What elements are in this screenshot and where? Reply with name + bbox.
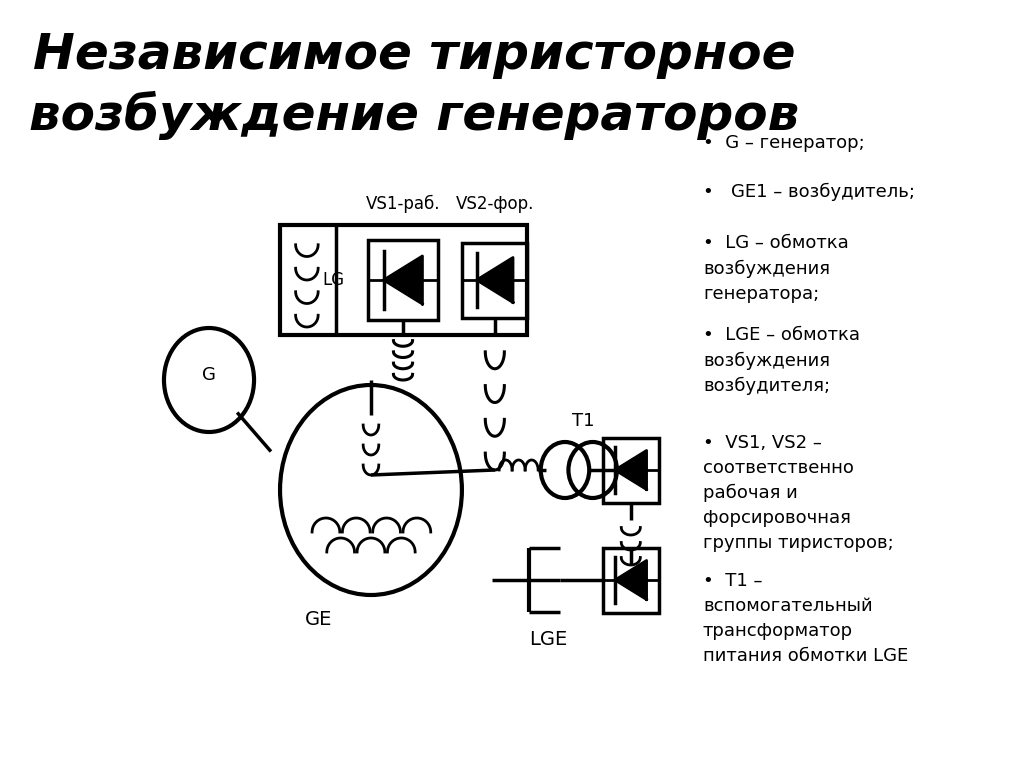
Text: G: G xyxy=(202,366,216,384)
Polygon shape xyxy=(384,256,423,304)
Text: •  LGE – обмотка
возбуждения
возбудителя;: • LGE – обмотка возбуждения возбудителя; xyxy=(702,326,860,396)
Text: LGE: LGE xyxy=(529,630,567,649)
Text: GE: GE xyxy=(305,610,333,629)
Text: •  VS1, VS2 –
соответственно
рабочая и
форсировочная
группы тиристоров;: • VS1, VS2 – соответственно рабочая и фо… xyxy=(702,434,894,552)
Text: •  G – генератор;: • G – генератор; xyxy=(702,134,864,152)
Text: VS2-фор.: VS2-фор. xyxy=(456,195,534,213)
Text: •   GE1 – возбудитель;: • GE1 – возбудитель; xyxy=(702,183,915,201)
Text: LG: LG xyxy=(323,271,345,289)
Text: Независимое тиристорное: Независимое тиристорное xyxy=(33,31,796,79)
Text: •  T1 –
вспомогательный
трансформатор
питания обмотки LGE: • T1 – вспомогательный трансформатор пит… xyxy=(702,572,908,665)
Polygon shape xyxy=(615,561,646,600)
Text: VS1-раб.: VS1-раб. xyxy=(366,195,440,213)
Polygon shape xyxy=(615,451,646,489)
Bar xyxy=(603,548,658,613)
Text: возбуждение генераторов: возбуждение генераторов xyxy=(29,91,800,140)
Bar xyxy=(369,240,437,320)
Bar xyxy=(603,438,658,502)
Bar xyxy=(280,225,527,335)
Polygon shape xyxy=(476,257,513,303)
Text: •  LG – обмотка
возбуждения
генератора;: • LG – обмотка возбуждения генератора; xyxy=(702,234,849,303)
Bar xyxy=(463,243,527,317)
Text: T1: T1 xyxy=(572,412,594,430)
